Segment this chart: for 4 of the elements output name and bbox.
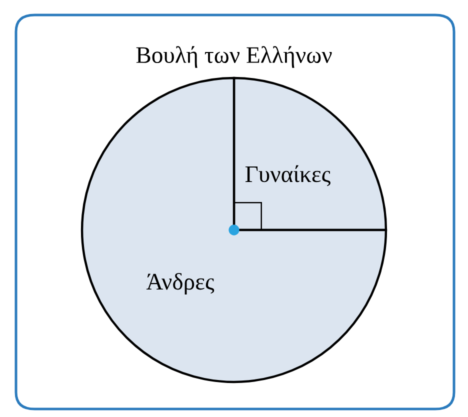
chart-title: Βουλή των Ελλήνων xyxy=(136,46,332,68)
slice-label: Γυναίκες xyxy=(245,165,330,186)
slice-label: Άνδρες xyxy=(146,272,214,294)
pie-slice xyxy=(80,76,388,384)
